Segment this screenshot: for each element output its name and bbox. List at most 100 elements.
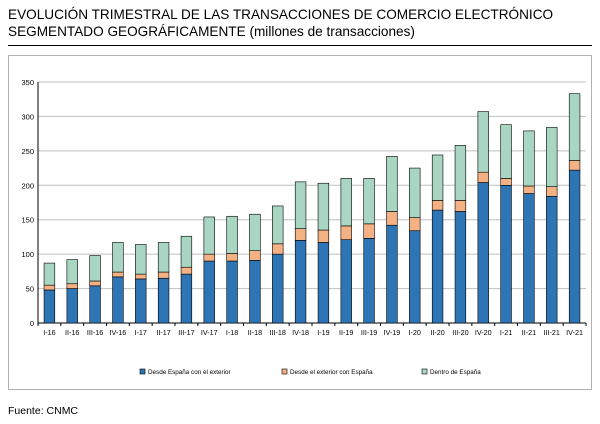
bar-IV-20-series-1 <box>477 171 489 183</box>
x-tick-label-II-21: II-21 <box>522 328 536 337</box>
bar-II-21-series-0 <box>523 193 535 324</box>
x-tick-label-II-20: II-20 <box>430 328 444 337</box>
bar-I-18-series-1 <box>226 253 238 262</box>
bar-III-21-series-0 <box>546 196 558 324</box>
legend-swatch-2 <box>421 368 428 375</box>
bar-I-20-series-1 <box>409 217 421 232</box>
bar-IV-18-series-2 <box>294 181 307 229</box>
bar-II-19-series-2 <box>340 178 352 227</box>
bar-IV-17-series-2 <box>203 216 215 255</box>
bar-II-19-series-0 <box>340 239 352 324</box>
bar-I-17-series-2 <box>135 244 147 275</box>
bar-IV-19-series-1 <box>386 211 398 226</box>
chart-frame: 0 50 100 150 200 250 300 350 I-16 II-16 III-16 IV-1… <box>8 55 592 390</box>
y-tick-label-0: 0 <box>30 319 34 328</box>
bar-IV-21-series-1 <box>568 160 581 171</box>
y-tick-label-250: 250 <box>21 147 34 156</box>
chart-title-line2-main: SEGMENTADO GEOGRÁFICAMENTE <box>8 24 246 39</box>
bar-III-19-series-1 <box>363 223 375 239</box>
bar-I-21-series-1 <box>500 178 512 186</box>
bar-I-19-series-0 <box>317 242 330 324</box>
source-note: Fuente: CNMC <box>8 405 79 417</box>
y-tick-label-50: 50 <box>26 285 34 294</box>
bar-II-16-series-2 <box>66 259 78 285</box>
bar-IV-18-series-0 <box>294 240 307 324</box>
bar-III-19-series-2 <box>363 178 375 225</box>
bar-II-20-series-2 <box>431 154 444 201</box>
bar-III-20-series-0 <box>454 211 467 324</box>
bar-III-17-series-0 <box>180 273 193 324</box>
chart-title-units: (millones de transacciones) <box>245 24 415 39</box>
x-tick-label-IV-19: IV-19 <box>384 328 401 337</box>
bar-III-16-series-2 <box>89 255 101 282</box>
bar-II-19-series-1 <box>340 225 352 240</box>
chart-title-line1: EVOLUCIÓN TRIMESTRAL DE LAS TRANSACCIONE… <box>8 7 554 22</box>
chart-title-line2: SEGMENTADO GEOGRÁFICAMENTE (millones de … <box>8 23 592 40</box>
x-tick-label-IV-21: IV-21 <box>566 328 583 337</box>
bar-III-20-series-1 <box>454 200 467 212</box>
bar-I-20-series-2 <box>409 167 421 218</box>
x-tick-label-III-20: III-20 <box>452 328 468 337</box>
x-tick-label-III-19: III-19 <box>361 328 377 337</box>
legend-label-2: Dentro de España <box>430 369 481 376</box>
bar-II-18-series-1 <box>249 250 261 261</box>
bar-III-21-series-1 <box>546 186 558 197</box>
bar-II-20-series-1 <box>431 200 444 211</box>
y-tick-label-200: 200 <box>21 181 34 190</box>
bar-III-20-series-2 <box>454 145 467 201</box>
title-divider <box>8 45 592 46</box>
bar-II-17-series-1 <box>157 271 170 279</box>
x-tick-label-III-18: III-18 <box>270 328 286 337</box>
bar-III-18-series-0 <box>272 253 284 324</box>
bar-I-16-series-1 <box>43 284 56 291</box>
x-tick-label-III-21: III-21 <box>544 328 560 337</box>
bar-II-18-series-0 <box>249 260 261 324</box>
x-tick-label-II-19: II-19 <box>339 328 353 337</box>
x-tick-label-III-17: III-17 <box>178 328 194 337</box>
legend-swatch-0 <box>139 368 146 375</box>
bar-I-20-series-0 <box>409 230 421 324</box>
bar-III-17-series-2 <box>180 235 193 268</box>
bar-IV-18-series-1 <box>294 228 307 241</box>
bar-II-17-series-0 <box>157 277 170 324</box>
y-tick-label-150: 150 <box>21 216 34 225</box>
bar-IV-19-series-2 <box>386 156 398 212</box>
bar-IV-20-series-0 <box>477 182 489 324</box>
x-tick-label-II-16: II-16 <box>65 328 79 337</box>
bar-IV-21-series-0 <box>568 169 581 324</box>
x-tick-label-II-18: II-18 <box>248 328 262 337</box>
bar-IV-17-series-1 <box>203 253 215 262</box>
bar-I-16-series-0 <box>43 289 56 324</box>
bar-I-21-series-0 <box>500 184 512 324</box>
bar-III-19-series-0 <box>363 238 375 324</box>
bar-I-18-series-2 <box>226 215 238 254</box>
bar-I-16-series-2 <box>43 262 56 286</box>
x-tick-label-III-16: III-16 <box>87 328 103 337</box>
x-tick-label-IV-16: IV-16 <box>110 328 127 337</box>
bar-IV-19-series-0 <box>386 224 398 324</box>
bar-II-16-series-0 <box>66 288 78 324</box>
bar-IV-17-series-0 <box>203 260 215 324</box>
bar-II-21-series-2 <box>523 130 535 187</box>
bar-III-21-series-2 <box>546 127 558 187</box>
bar-IV-16-series-1 <box>112 271 124 278</box>
stacked-bar-chart: 0 50 100 150 200 250 300 350 I-16 II-16 III-16 IV-1… <box>21 78 587 376</box>
bar-IV-20-series-2 <box>477 111 489 173</box>
bar-II-17-series-2 <box>157 242 170 273</box>
bar-II-21-series-1 <box>523 185 535 194</box>
chart-title: EVOLUCIÓN TRIMESTRAL DE LAS TRANSACCIONE… <box>8 6 592 40</box>
x-tick-label-I-16: I-16 <box>43 328 55 337</box>
x-tick-label-IV-18: IV-18 <box>292 328 309 337</box>
bar-I-19-series-2 <box>317 182 330 231</box>
bar-IV-16-series-0 <box>112 276 124 324</box>
bar-I-17-series-1 <box>135 273 147 280</box>
x-tick-label-I-19: I-19 <box>317 328 329 337</box>
bar-I-19-series-1 <box>317 229 330 243</box>
x-tick-label-IV-17: IV-17 <box>201 328 218 337</box>
bar-III-18-series-2 <box>272 205 284 245</box>
legend-label-1: Desde el exterior con España <box>290 369 373 376</box>
bar-IV-21-series-2 <box>568 93 581 161</box>
y-tick-label-100: 100 <box>21 250 34 259</box>
bar-II-18-series-2 <box>249 213 261 252</box>
legend-label-0: Desde España con el exterior <box>148 369 231 376</box>
